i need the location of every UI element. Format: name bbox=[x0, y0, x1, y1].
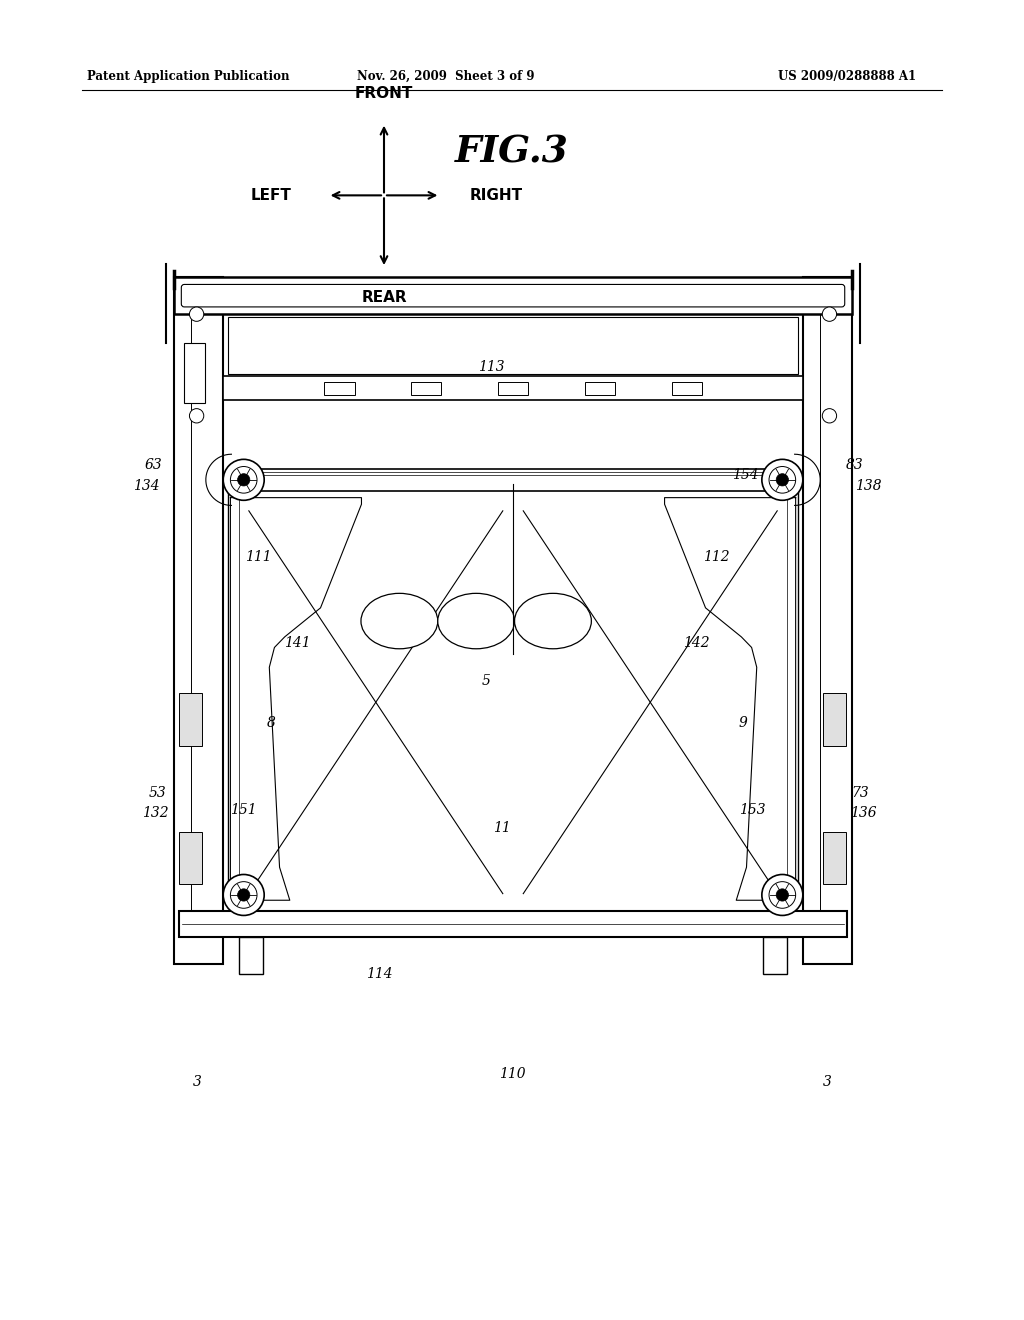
Text: 5: 5 bbox=[482, 675, 490, 688]
Circle shape bbox=[776, 474, 788, 486]
Bar bbox=[242, 469, 784, 491]
Bar bbox=[763, 937, 787, 974]
Text: FIG.3: FIG.3 bbox=[455, 133, 569, 170]
Text: 112: 112 bbox=[703, 550, 730, 564]
Circle shape bbox=[189, 409, 204, 422]
Text: Patent Application Publication: Patent Application Publication bbox=[87, 70, 290, 83]
Bar bbox=[823, 693, 846, 746]
Bar bbox=[174, 277, 223, 964]
Bar bbox=[585, 381, 615, 395]
Text: US 2009/0288888 A1: US 2009/0288888 A1 bbox=[778, 70, 916, 83]
Circle shape bbox=[223, 874, 264, 916]
Circle shape bbox=[822, 308, 837, 321]
Text: 111: 111 bbox=[245, 550, 271, 564]
Circle shape bbox=[223, 459, 264, 500]
Ellipse shape bbox=[515, 593, 592, 648]
Text: 63: 63 bbox=[144, 458, 163, 471]
Circle shape bbox=[238, 888, 250, 902]
Bar bbox=[239, 937, 263, 974]
Bar bbox=[411, 381, 441, 395]
Circle shape bbox=[776, 888, 788, 902]
Text: 53: 53 bbox=[148, 787, 167, 800]
Text: 153: 153 bbox=[739, 804, 766, 817]
Bar bbox=[179, 911, 847, 937]
Text: 83: 83 bbox=[846, 458, 864, 471]
Text: 73: 73 bbox=[851, 787, 869, 800]
Circle shape bbox=[189, 308, 204, 321]
Circle shape bbox=[822, 409, 837, 422]
Bar bbox=[223, 376, 803, 400]
Text: 8: 8 bbox=[267, 717, 275, 730]
Bar bbox=[228, 317, 798, 374]
Text: 136: 136 bbox=[850, 807, 877, 820]
Bar bbox=[324, 381, 354, 395]
Bar bbox=[174, 277, 852, 314]
Text: 114: 114 bbox=[366, 968, 392, 981]
Bar bbox=[179, 693, 202, 746]
Polygon shape bbox=[665, 498, 796, 900]
Text: 152: 152 bbox=[234, 469, 261, 482]
Text: 113: 113 bbox=[478, 360, 505, 374]
Text: 154: 154 bbox=[732, 469, 759, 482]
Bar bbox=[228, 491, 249, 900]
Bar bbox=[803, 277, 852, 964]
Circle shape bbox=[238, 474, 250, 486]
Ellipse shape bbox=[438, 593, 515, 648]
Bar bbox=[823, 832, 846, 884]
Polygon shape bbox=[230, 498, 361, 900]
Bar bbox=[179, 832, 202, 884]
Text: 151: 151 bbox=[230, 804, 257, 817]
Text: FRONT: FRONT bbox=[354, 86, 414, 102]
Bar bbox=[672, 381, 702, 395]
Bar bbox=[498, 381, 528, 395]
Text: REAR: REAR bbox=[361, 289, 407, 305]
Text: 3: 3 bbox=[823, 1076, 831, 1089]
Text: RIGHT: RIGHT bbox=[470, 187, 523, 203]
Text: 141: 141 bbox=[284, 636, 310, 649]
Text: 132: 132 bbox=[142, 807, 169, 820]
Text: 3: 3 bbox=[194, 1076, 202, 1089]
Circle shape bbox=[762, 874, 803, 916]
Text: LEFT: LEFT bbox=[251, 187, 292, 203]
Bar bbox=[777, 491, 798, 900]
Ellipse shape bbox=[361, 593, 438, 648]
Circle shape bbox=[762, 459, 803, 500]
Text: 134: 134 bbox=[133, 479, 160, 492]
Text: 142: 142 bbox=[683, 636, 710, 649]
Text: 9: 9 bbox=[739, 717, 748, 730]
Text: 138: 138 bbox=[855, 479, 882, 492]
Text: 110: 110 bbox=[499, 1068, 525, 1081]
Text: Nov. 26, 2009  Sheet 3 of 9: Nov. 26, 2009 Sheet 3 of 9 bbox=[356, 70, 535, 83]
Bar bbox=[184, 343, 205, 403]
Text: 11: 11 bbox=[493, 821, 511, 834]
